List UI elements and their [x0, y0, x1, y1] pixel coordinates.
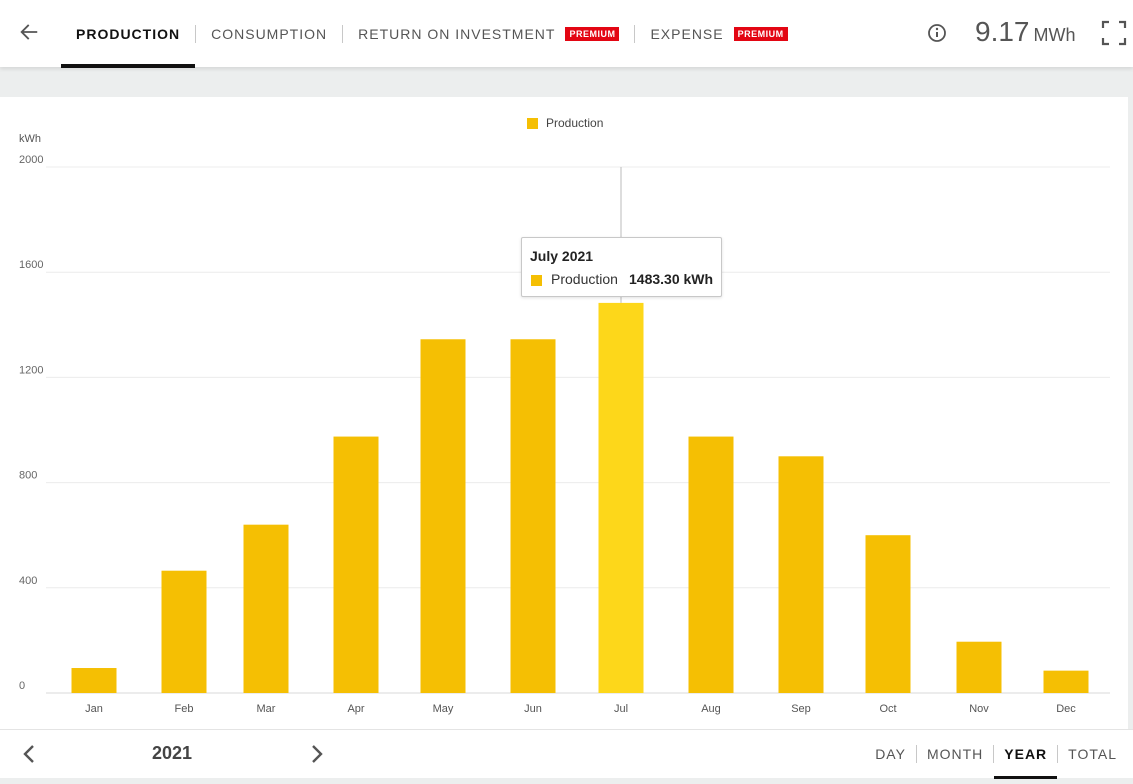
tab-roi-label: RETURN ON INVESTMENT	[358, 25, 556, 42]
tab-expense[interactable]: EXPENSE PREMIUM	[635, 0, 802, 67]
fullscreen-button[interactable]	[1101, 20, 1127, 46]
x-tick-label: Jan	[85, 703, 103, 715]
tab-separator	[634, 24, 636, 43]
x-tick-label: Oct	[879, 703, 896, 715]
period-month[interactable]: MONTH	[917, 730, 993, 778]
production-bar-chart: kWh 0 400 800 1200 1600 2000 Jan Feb Mar Apr May Jun…	[19, 133, 1110, 715]
x-tick-label: Aug	[701, 703, 721, 715]
tab-consumption[interactable]: CONSUMPTION	[196, 0, 342, 67]
legend-swatch	[527, 117, 538, 129]
bar-jul[interactable]	[598, 302, 644, 693]
tab-separator	[195, 24, 197, 43]
tooltip-swatch	[531, 275, 542, 286]
period-year[interactable]: YEAR	[994, 730, 1058, 779]
bar-oct[interactable]	[865, 535, 911, 693]
chevron-left-icon	[23, 745, 34, 763]
bar-jan[interactable]	[71, 668, 117, 693]
total-value: 9.17	[975, 16, 1030, 47]
x-tick-label: Jun	[524, 703, 542, 715]
period-total[interactable]: TOTAL	[1058, 730, 1127, 778]
x-tick-label: Mar	[257, 703, 276, 715]
y-tick-label: 1600	[19, 259, 43, 271]
bar-feb[interactable]	[161, 570, 207, 693]
x-tick-label: Apr	[347, 703, 364, 715]
x-tick-label: May	[433, 703, 454, 715]
x-tick-label: Jul	[614, 703, 628, 715]
period-month-label: MONTH	[926, 746, 984, 762]
period-day[interactable]: DAY	[865, 730, 916, 778]
chart-tooltip: July 2021 Production 1483.30 kWh	[521, 237, 722, 297]
tab-return-on-investment[interactable]: RETURN ON INVESTMENT PREMIUM	[343, 0, 634, 67]
period-separator	[915, 745, 917, 763]
bar-apr[interactable]	[333, 436, 379, 693]
chart-legend[interactable]: Production	[527, 116, 603, 130]
top-bar: PRODUCTION CONSUMPTION RETURN ON INVESTM…	[0, 0, 1133, 68]
legend-label: Production	[546, 116, 604, 130]
y-tick-label: 1200	[19, 364, 43, 376]
chevron-right-icon	[312, 745, 323, 763]
bar-mar[interactable]	[243, 524, 289, 693]
chart-panel: Production kWh 0 400 800 1200 1600 2000 Jan Feb M…	[0, 97, 1128, 729]
tab-consumption-label: CONSUMPTION	[211, 25, 328, 42]
arrow-left-icon	[20, 24, 38, 40]
info-icon	[928, 24, 946, 42]
x-tick-label: Sep	[791, 703, 811, 715]
bar-may[interactable]	[420, 339, 466, 693]
tab-separator	[342, 24, 344, 43]
premium-badge: PREMIUM	[733, 26, 788, 41]
period-year-label: YEAR	[1004, 746, 1048, 762]
selected-year: 2021	[152, 743, 193, 763]
bottom-bar: 2021 DAY MONTH YEAR TOTAL	[0, 729, 1133, 779]
bar-jun[interactable]	[510, 339, 556, 693]
previous-year-button[interactable]	[18, 742, 40, 766]
tooltip-value: 1483.30 kWh	[629, 271, 714, 287]
bar-dec[interactable]	[1043, 670, 1089, 693]
tab-expense-label: EXPENSE	[650, 25, 724, 42]
bar-nov[interactable]	[956, 641, 1002, 693]
total-unit: MWh	[1033, 25, 1076, 45]
period-separator	[1057, 745, 1059, 763]
y-tick-label: 0	[19, 680, 25, 692]
period-separator	[993, 745, 995, 763]
tooltip-label: Production	[551, 271, 618, 287]
period-total-label: TOTAL	[1068, 746, 1117, 762]
tab-bar: PRODUCTION CONSUMPTION RETURN ON INVESTM…	[61, 0, 803, 68]
tab-production-label: PRODUCTION	[76, 25, 181, 42]
premium-badge: PREMIUM	[565, 26, 620, 41]
tooltip-title: July 2021	[530, 248, 594, 264]
bar-aug[interactable]	[688, 436, 734, 693]
period-selector: DAY MONTH YEAR TOTAL	[865, 730, 1127, 779]
x-tick-label: Nov	[969, 703, 989, 715]
back-button[interactable]	[14, 18, 44, 46]
next-year-button[interactable]	[306, 742, 328, 766]
y-tick-label: 800	[19, 470, 37, 482]
x-tick-label: Feb	[175, 703, 194, 715]
x-tick-label: Dec	[1056, 703, 1076, 715]
y-axis-label: kWh	[19, 133, 41, 145]
y-tick-label: 400	[19, 575, 37, 587]
info-button[interactable]	[926, 22, 948, 44]
y-tick-label: 2000	[19, 154, 43, 166]
total-production: 9.17 MWh	[975, 16, 1076, 48]
period-day-label: DAY	[875, 746, 906, 762]
tab-production[interactable]: PRODUCTION	[61, 0, 196, 68]
bar-sep[interactable]	[778, 456, 824, 693]
fullscreen-icon	[1101, 20, 1127, 46]
